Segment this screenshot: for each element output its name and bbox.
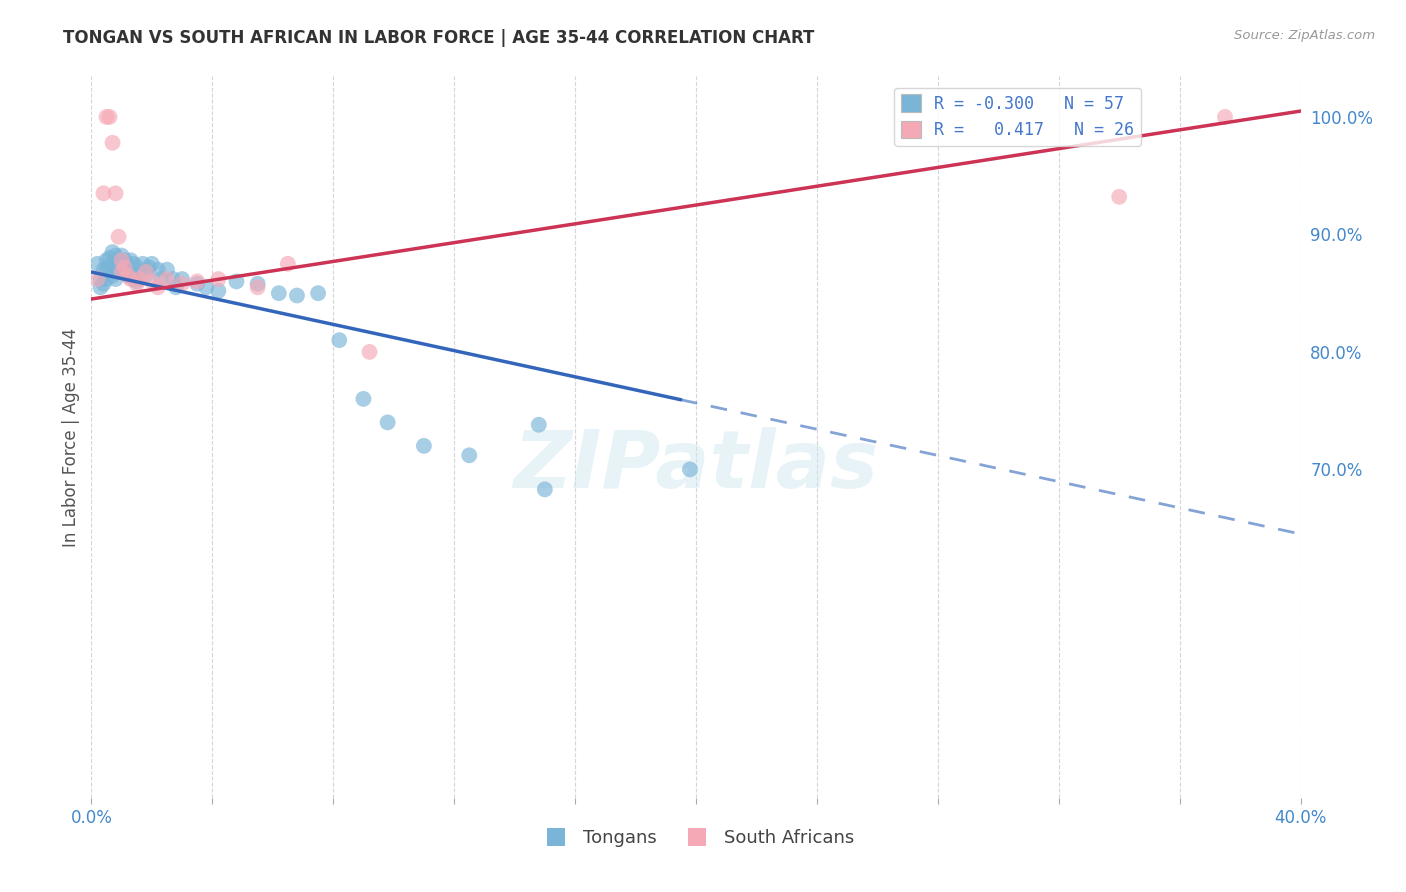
Point bbox=[128, 265, 150, 279]
Point bbox=[277, 257, 299, 271]
Point bbox=[111, 249, 132, 263]
Point bbox=[122, 272, 145, 286]
Point bbox=[107, 229, 129, 244]
Point bbox=[267, 286, 290, 301]
Point bbox=[114, 253, 136, 268]
Point bbox=[307, 286, 329, 301]
Point bbox=[117, 268, 139, 283]
Point bbox=[107, 265, 129, 279]
Point bbox=[146, 262, 169, 277]
Point bbox=[328, 333, 350, 347]
Point bbox=[86, 272, 108, 286]
Point bbox=[135, 268, 157, 283]
Point bbox=[138, 260, 160, 275]
Point bbox=[141, 274, 163, 288]
Point bbox=[125, 260, 148, 275]
Point bbox=[156, 262, 179, 277]
Point bbox=[101, 268, 124, 283]
Point bbox=[104, 272, 127, 286]
Point bbox=[162, 272, 184, 286]
Point bbox=[117, 257, 139, 271]
Point bbox=[111, 260, 132, 275]
Point bbox=[120, 272, 142, 286]
Point bbox=[96, 253, 118, 268]
Point bbox=[141, 257, 163, 271]
Point bbox=[101, 245, 124, 260]
Point bbox=[93, 186, 115, 201]
Point bbox=[377, 416, 399, 430]
Point bbox=[172, 277, 194, 291]
Point bbox=[186, 277, 208, 291]
Point bbox=[93, 277, 115, 291]
Legend: Tongans, South Africans: Tongans, South Africans bbox=[531, 822, 860, 855]
Point bbox=[120, 253, 142, 268]
Point bbox=[111, 265, 132, 279]
Text: TONGAN VS SOUTH AFRICAN IN LABOR FORCE | AGE 35-44 CORRELATION CHART: TONGAN VS SOUTH AFRICAN IN LABOR FORCE |… bbox=[63, 29, 814, 47]
Point bbox=[96, 262, 118, 277]
Point bbox=[89, 280, 111, 294]
Point bbox=[122, 257, 145, 271]
Point bbox=[1213, 110, 1236, 124]
Point bbox=[98, 110, 121, 124]
Point bbox=[1108, 190, 1130, 204]
Point bbox=[132, 257, 155, 271]
Point bbox=[104, 186, 127, 201]
Point bbox=[285, 288, 308, 302]
Text: ZIPatlas: ZIPatlas bbox=[513, 427, 879, 505]
Point bbox=[125, 274, 148, 288]
Point bbox=[89, 272, 111, 286]
Point bbox=[104, 249, 127, 263]
Point bbox=[225, 274, 247, 288]
Point bbox=[107, 253, 129, 268]
Text: Source: ZipAtlas.com: Source: ZipAtlas.com bbox=[1234, 29, 1375, 43]
Point bbox=[111, 253, 132, 268]
Point bbox=[195, 280, 218, 294]
Point bbox=[207, 284, 229, 298]
Point bbox=[101, 257, 124, 271]
Point bbox=[207, 272, 229, 286]
Point bbox=[128, 272, 150, 286]
Point bbox=[359, 345, 381, 359]
Point bbox=[96, 110, 118, 124]
Point bbox=[186, 274, 208, 288]
Point bbox=[93, 262, 115, 277]
Point bbox=[86, 257, 108, 271]
Point bbox=[458, 448, 481, 462]
Point bbox=[527, 417, 550, 432]
Point bbox=[135, 265, 157, 279]
Point bbox=[172, 272, 194, 286]
Point bbox=[246, 280, 269, 294]
Point bbox=[246, 277, 269, 291]
Y-axis label: In Labor Force | Age 35-44: In Labor Force | Age 35-44 bbox=[62, 327, 80, 547]
Point bbox=[120, 265, 142, 279]
Point bbox=[117, 268, 139, 283]
Point bbox=[156, 272, 179, 286]
Point bbox=[96, 272, 118, 286]
Point bbox=[533, 483, 555, 497]
Point bbox=[165, 280, 187, 294]
Point bbox=[413, 439, 436, 453]
Point bbox=[149, 272, 172, 286]
Point bbox=[114, 260, 136, 275]
Point bbox=[125, 277, 148, 291]
Point bbox=[679, 462, 702, 476]
Point bbox=[352, 392, 374, 406]
Point bbox=[114, 265, 136, 279]
Point bbox=[104, 260, 127, 275]
Point bbox=[146, 280, 169, 294]
Point bbox=[101, 136, 124, 150]
Point bbox=[98, 260, 121, 275]
Point bbox=[98, 251, 121, 265]
